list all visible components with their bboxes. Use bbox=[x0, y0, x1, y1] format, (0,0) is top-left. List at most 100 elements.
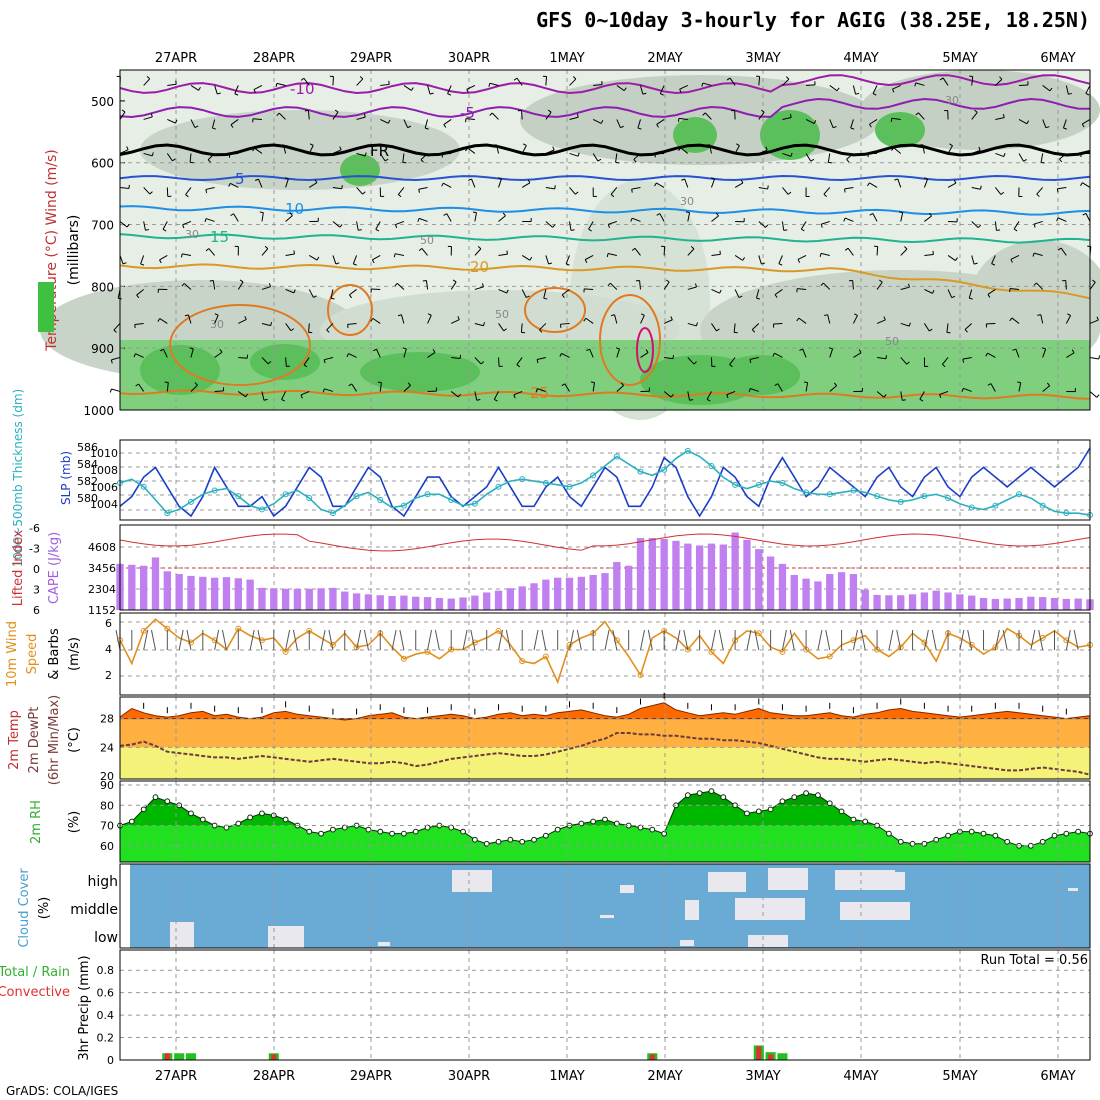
wind-barb-flag bbox=[919, 144, 923, 146]
wind-barb bbox=[237, 391, 246, 398]
wind-barb bbox=[498, 629, 504, 651]
wind-barb bbox=[474, 212, 477, 222]
axis-label: CAPE (J/kg) bbox=[47, 532, 62, 604]
rh-area-fill bbox=[120, 791, 1090, 862]
axis-label: 2m DewPt bbox=[27, 707, 42, 774]
wind-barb-flag bbox=[824, 314, 828, 317]
wind-barb bbox=[498, 178, 502, 188]
wind-barb bbox=[915, 82, 925, 86]
wind-barb bbox=[466, 85, 476, 90]
data-point bbox=[471, 639, 478, 646]
wind-barb bbox=[111, 388, 121, 392]
cape-bar bbox=[234, 578, 242, 610]
slp-tick-label: 1010 bbox=[90, 447, 118, 460]
wind-barb bbox=[167, 83, 177, 86]
wind-barb-flag bbox=[908, 283, 910, 288]
wind-barb bbox=[614, 314, 618, 324]
wind-barb bbox=[647, 629, 653, 651]
wind-barb bbox=[420, 153, 428, 160]
cape-bar bbox=[435, 598, 444, 610]
wind-barb bbox=[285, 629, 291, 651]
cape-panel-frame bbox=[119, 524, 1091, 611]
wind-barb-flag bbox=[275, 83, 278, 88]
axis-label: SLP (mb) bbox=[59, 451, 73, 505]
wind-barb bbox=[734, 289, 740, 298]
axis-label: Speed bbox=[25, 634, 40, 675]
wind-barb bbox=[1042, 385, 1050, 392]
temp-band-low bbox=[120, 747, 1090, 779]
wind-barb bbox=[964, 323, 973, 330]
cape-bar bbox=[1003, 598, 1011, 610]
wind-barb bbox=[869, 182, 878, 188]
wind-barb-flag bbox=[1042, 347, 1046, 350]
wind-barb bbox=[919, 391, 925, 400]
wind-barb-flag bbox=[846, 159, 850, 163]
wind-barb bbox=[610, 282, 618, 290]
wind-barb bbox=[261, 391, 265, 401]
date-label-bottom: 2MAY bbox=[647, 1069, 682, 1084]
cape-bar bbox=[376, 595, 384, 610]
wind-barb bbox=[427, 85, 431, 95]
data-point bbox=[803, 790, 809, 797]
data-point bbox=[1016, 491, 1023, 498]
wind-barb bbox=[876, 246, 879, 256]
wind-barb-flag bbox=[702, 112, 706, 116]
data-point bbox=[732, 481, 739, 488]
wind-barb-flag bbox=[109, 388, 112, 393]
wind-barb bbox=[607, 253, 617, 256]
wind-barb-flag bbox=[660, 93, 664, 96]
wind-barb bbox=[702, 82, 712, 86]
wind-barb bbox=[576, 629, 582, 651]
data-point bbox=[850, 816, 857, 823]
wind-barb bbox=[261, 357, 269, 365]
axis-label: Cloud Cover bbox=[17, 868, 32, 948]
wind-barb bbox=[138, 383, 145, 392]
cape-bar bbox=[506, 588, 515, 610]
data-point bbox=[613, 453, 620, 460]
wind-barb-flag bbox=[477, 245, 482, 250]
cloud-block bbox=[708, 872, 746, 892]
wind-barb-flag bbox=[772, 352, 775, 357]
wind-barb-flag bbox=[254, 178, 259, 181]
data-point bbox=[921, 493, 928, 500]
wind-barb-flag bbox=[606, 253, 609, 258]
slp-tick-label: 1008 bbox=[90, 464, 118, 477]
wind-barb-flag bbox=[194, 382, 198, 386]
rh-area-high bbox=[875, 112, 925, 148]
wind-barb bbox=[1057, 217, 1067, 222]
date-label-bottom: 27APR bbox=[155, 1069, 197, 1084]
wind-barb-flag bbox=[264, 245, 269, 249]
wind-barb bbox=[332, 221, 341, 228]
wind-barb-flag bbox=[690, 246, 695, 250]
wind-barb-flag bbox=[371, 259, 375, 264]
wind-barb-flag bbox=[928, 328, 933, 332]
data-point bbox=[720, 794, 727, 801]
wind-barb bbox=[592, 119, 602, 124]
wind-barb bbox=[967, 629, 973, 651]
wind-barb bbox=[521, 110, 523, 120]
data-point bbox=[187, 639, 194, 646]
wind-barb-flag bbox=[1085, 92, 1090, 96]
wind-barb-flag bbox=[548, 262, 553, 265]
data-point bbox=[495, 838, 502, 845]
wind-barb bbox=[513, 390, 523, 396]
data-point bbox=[838, 808, 845, 815]
wind-barb-flag bbox=[552, 224, 556, 228]
date-label-top: 28APR bbox=[253, 51, 295, 66]
data-point bbox=[755, 808, 762, 815]
wind-barb bbox=[285, 178, 289, 188]
wind-barb bbox=[569, 221, 572, 231]
data-point bbox=[519, 838, 526, 845]
wind-barb-flag bbox=[883, 316, 886, 321]
data-point bbox=[282, 491, 289, 498]
axis-label: (%) bbox=[37, 897, 52, 920]
wind-barb bbox=[427, 315, 432, 324]
cape-bar bbox=[743, 539, 751, 610]
data-point bbox=[803, 489, 810, 496]
wind-barb bbox=[876, 356, 887, 360]
wind-barb-flag bbox=[790, 152, 793, 157]
wind-barb bbox=[399, 629, 405, 651]
wind-barb-flag bbox=[284, 177, 289, 180]
wind-barb-flag bbox=[902, 399, 906, 401]
cape-tick-label: 2304 bbox=[88, 583, 116, 596]
